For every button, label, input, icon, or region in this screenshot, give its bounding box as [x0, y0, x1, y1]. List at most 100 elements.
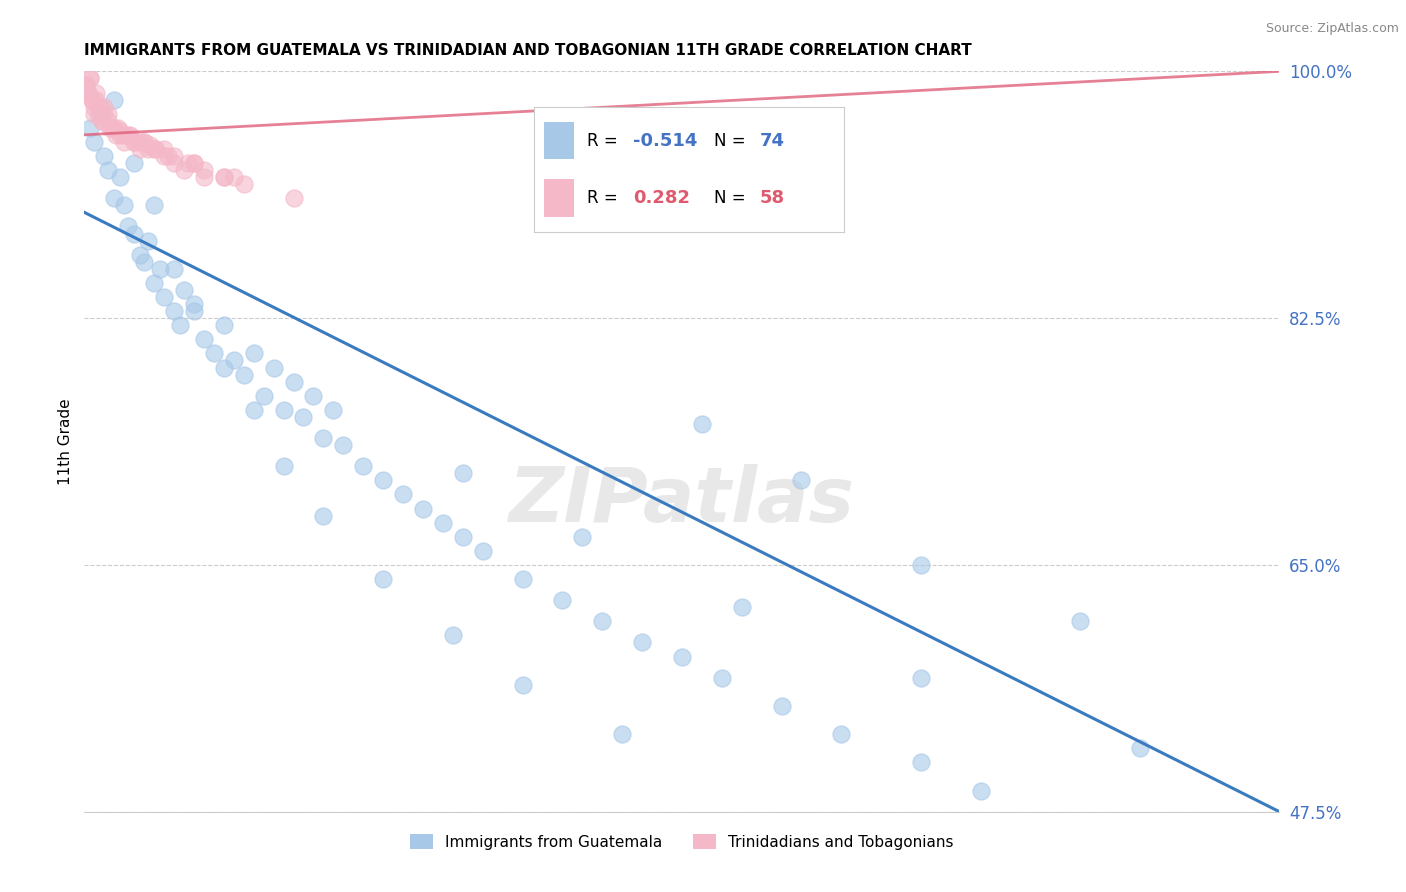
Point: [132, 135, 156, 149]
Point: [143, 142, 166, 156]
Point: [441, 628, 464, 642]
Point: [75, 78, 97, 93]
Point: [451, 467, 474, 481]
Point: [97, 163, 120, 178]
Point: [222, 170, 245, 185]
Point: [273, 459, 295, 474]
Point: [830, 727, 852, 741]
Point: [1129, 741, 1152, 756]
Point: [101, 120, 124, 135]
Point: [163, 261, 186, 276]
Point: [145, 142, 167, 156]
Point: [122, 156, 145, 170]
Text: N =: N =: [714, 189, 745, 207]
Point: [222, 353, 245, 368]
Point: [392, 487, 415, 501]
Y-axis label: 11th Grade: 11th Grade: [58, 398, 73, 485]
Point: [89, 100, 111, 114]
Point: [183, 156, 205, 170]
Point: [373, 473, 395, 487]
Point: [631, 635, 654, 649]
Bar: [544, 179, 575, 217]
Point: [91, 113, 114, 128]
Point: [105, 128, 128, 142]
Point: [263, 360, 285, 375]
Point: [163, 156, 186, 170]
Text: 58: 58: [761, 189, 785, 207]
Point: [202, 346, 225, 360]
Point: [103, 120, 125, 135]
Point: [591, 615, 613, 629]
Text: IMMIGRANTS FROM GUATEMALA VS TRINIDADIAN AND TOBAGONIAN 11TH GRADE CORRELATION C: IMMIGRANTS FROM GUATEMALA VS TRINIDADIAN…: [84, 43, 972, 58]
Point: [910, 558, 932, 572]
Point: [212, 170, 235, 185]
Point: [312, 431, 335, 445]
Point: [107, 120, 129, 135]
Point: [83, 106, 105, 120]
Point: [103, 93, 125, 107]
Text: 0.282: 0.282: [633, 189, 690, 207]
Point: [110, 123, 132, 137]
Point: [183, 297, 205, 311]
Point: [671, 649, 693, 664]
Point: [332, 438, 354, 452]
Point: [83, 135, 105, 149]
Point: [551, 593, 574, 607]
Point: [283, 191, 305, 205]
Point: [571, 530, 593, 544]
Point: [352, 459, 374, 474]
Point: [143, 198, 166, 212]
Point: [112, 198, 135, 212]
Point: [242, 346, 264, 360]
Point: [117, 128, 139, 142]
Point: [412, 501, 434, 516]
Point: [790, 473, 813, 487]
Point: [89, 106, 111, 120]
Text: R =: R =: [586, 189, 617, 207]
Point: [242, 402, 264, 417]
Point: [910, 756, 932, 770]
Point: [89, 100, 111, 114]
Point: [112, 135, 135, 149]
Text: R =: R =: [586, 132, 617, 150]
Text: N =: N =: [714, 132, 745, 150]
Point: [710, 671, 733, 685]
Point: [117, 219, 139, 234]
Point: [690, 417, 713, 431]
Point: [322, 402, 344, 417]
Point: [93, 149, 115, 163]
Text: Source: ZipAtlas.com: Source: ZipAtlas.com: [1265, 22, 1399, 36]
Point: [292, 409, 315, 424]
Point: [82, 93, 104, 107]
Point: [120, 128, 142, 142]
Point: [177, 156, 200, 170]
Point: [910, 671, 932, 685]
Point: [79, 71, 101, 86]
Point: [253, 389, 276, 403]
Point: [770, 698, 793, 713]
Point: [103, 191, 125, 205]
Point: [132, 135, 156, 149]
Point: [75, 78, 97, 93]
Point: [153, 290, 176, 304]
Point: [93, 106, 115, 120]
Point: [273, 402, 295, 417]
Point: [77, 86, 100, 100]
Point: [122, 135, 145, 149]
Point: [129, 135, 152, 149]
Point: [193, 163, 215, 178]
Point: [110, 170, 132, 185]
Point: [173, 283, 195, 297]
Legend: Immigrants from Guatemala, Trinidadians and Tobagonians: Immigrants from Guatemala, Trinidadians …: [404, 828, 960, 856]
Point: [232, 177, 254, 191]
Point: [302, 389, 325, 403]
Point: [86, 86, 108, 100]
Text: 74: 74: [761, 132, 785, 150]
Point: [512, 572, 534, 586]
Point: [129, 248, 152, 262]
Point: [1069, 615, 1091, 629]
Point: [283, 375, 305, 389]
Point: [77, 86, 100, 100]
Point: [970, 783, 993, 797]
Point: [212, 318, 235, 333]
